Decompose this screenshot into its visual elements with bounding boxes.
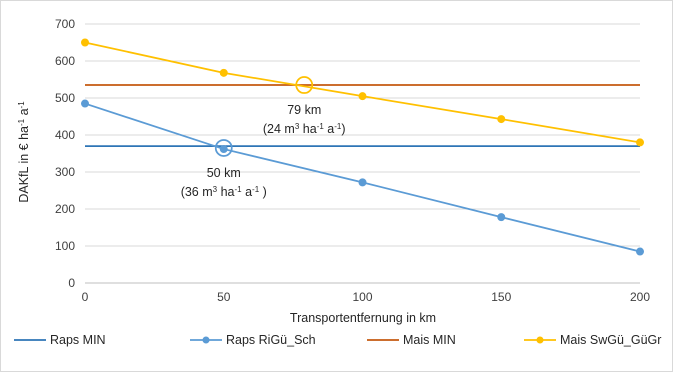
x-tick-label: 150 xyxy=(491,290,511,304)
x-tick-label: 0 xyxy=(82,290,89,304)
gridlines xyxy=(85,23,640,247)
y-axis-ticks: 0 100 200 300 400 500 600 700 xyxy=(55,17,75,290)
data-point xyxy=(358,178,367,187)
y-axis-label: DAKfL in € ha-1 a-1 xyxy=(17,101,32,203)
x-tick-label: 50 xyxy=(217,290,231,304)
annotation-yield: (24 m3 ha-1 a-1) xyxy=(263,122,346,137)
data-point xyxy=(219,68,228,77)
series-line xyxy=(84,102,641,253)
annotation-distance: 79 km xyxy=(287,103,321,117)
intersection-marker xyxy=(214,139,233,157)
annotation-distance: 50 km xyxy=(207,166,241,180)
y-tick-label: 600 xyxy=(55,54,75,68)
legend-marker xyxy=(202,336,210,344)
data-point xyxy=(81,99,89,108)
legend-marker xyxy=(536,336,544,344)
y-tick-label: 700 xyxy=(55,17,75,31)
y-tick-label: 400 xyxy=(55,128,75,142)
data-point xyxy=(81,38,89,47)
annotations-layer: 79 km (24 m3 ha-1 a-1) 50 km (36 m3 ha-1 a-… xyxy=(181,76,346,199)
legend-item: Mais MIN xyxy=(367,333,456,347)
y-tick-label: 0 xyxy=(68,276,75,290)
data-point xyxy=(497,213,506,222)
y-tick-label: 200 xyxy=(55,202,75,216)
legend-item: Raps RiGü_Sch xyxy=(190,333,316,347)
legend-label: Mais MIN xyxy=(403,333,456,347)
legend: Raps MIN Raps RiGü_Sch Mais MIN Mais SwGü_G… xyxy=(14,333,661,347)
legend-label: Raps RiGü_Sch xyxy=(226,333,316,347)
data-point xyxy=(358,92,367,101)
data-point xyxy=(636,247,644,256)
y-tick-label: 300 xyxy=(55,165,75,179)
series-layer xyxy=(81,38,644,256)
legend-label: Raps MIN xyxy=(50,333,106,347)
intersection-marker xyxy=(295,76,314,94)
annotation-yield: (36 m3 ha-1 a-1 ) xyxy=(181,184,267,199)
x-axis-label: Transportentfernung in km xyxy=(290,311,436,325)
legend-item: Mais SwGü_GüGr xyxy=(524,333,661,347)
data-point xyxy=(636,138,644,147)
data-point xyxy=(219,145,228,154)
legend-label: Mais SwGü_GüGr xyxy=(560,333,661,347)
y-tick-label: 100 xyxy=(55,239,75,253)
data-point xyxy=(497,115,506,124)
x-axis-ticks: 0 50 100 150 200 xyxy=(82,290,651,304)
x-tick-label: 100 xyxy=(352,290,372,304)
legend-item: Raps MIN xyxy=(14,333,106,347)
y-tick-label: 500 xyxy=(55,91,75,105)
x-tick-label: 200 xyxy=(630,290,650,304)
